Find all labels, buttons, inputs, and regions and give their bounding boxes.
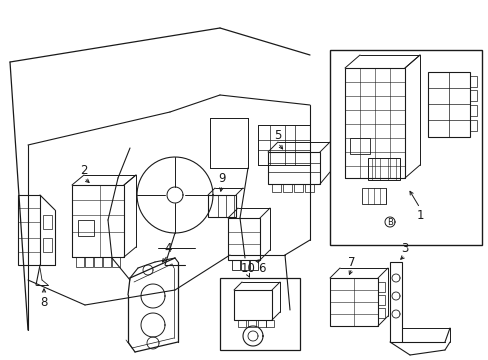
Bar [271,184,281,192]
Text: 3: 3 [401,242,408,255]
Bar [94,257,102,267]
Bar [293,184,303,192]
Bar [85,257,93,267]
Bar [220,278,299,350]
Bar [112,257,120,267]
Text: 10: 10 [240,261,255,274]
Bar [78,220,94,236]
Bar [43,238,52,252]
Bar [247,320,256,327]
Bar [469,90,476,101]
Bar [234,290,271,320]
Bar [249,260,258,270]
Bar [305,184,313,192]
Bar [469,76,476,87]
Bar [377,308,384,318]
Bar [349,138,369,154]
Bar [377,295,384,305]
Bar [469,120,476,131]
Bar [329,278,377,326]
Bar [72,185,124,257]
Text: 2: 2 [80,163,87,176]
Bar [265,320,273,327]
Bar [367,158,399,180]
Bar [267,152,319,184]
Text: 9: 9 [218,171,225,185]
Bar [227,218,260,260]
Bar [345,68,404,178]
Bar [377,282,384,292]
Text: 8: 8 [40,296,48,309]
Bar [329,50,481,245]
Bar [361,188,385,204]
Text: 1: 1 [415,208,423,221]
Text: 4: 4 [164,242,171,255]
Bar [207,195,236,217]
Bar [241,260,248,270]
Bar [231,260,240,270]
Bar [43,215,52,229]
Text: 6: 6 [258,261,265,274]
Bar [258,320,265,327]
Bar [389,262,401,342]
Bar [103,257,111,267]
Bar [283,184,291,192]
Text: 7: 7 [347,256,355,269]
Text: 5: 5 [274,129,281,141]
Bar [427,72,469,137]
Text: B: B [386,217,392,226]
Bar [18,195,40,265]
Bar [238,320,245,327]
Bar [76,257,84,267]
Bar [469,105,476,116]
